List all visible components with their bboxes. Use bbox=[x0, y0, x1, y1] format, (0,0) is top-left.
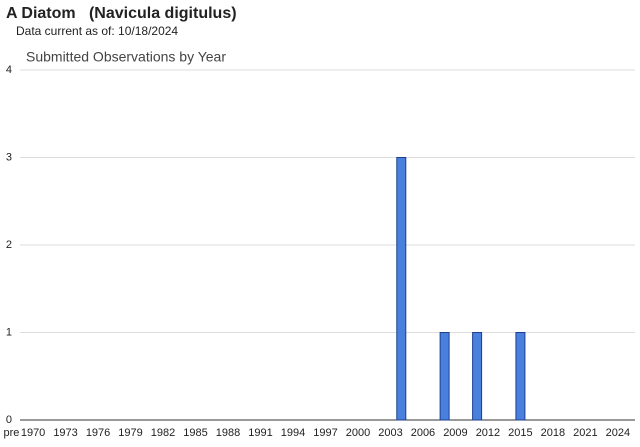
x-tick-label: 2024 bbox=[606, 427, 630, 439]
y-tick-label: 3 bbox=[6, 151, 12, 163]
x-tick-label: 2000 bbox=[346, 427, 370, 439]
bar bbox=[472, 332, 483, 421]
x-tick-label: 2021 bbox=[573, 427, 597, 439]
x-tick-label: 2006 bbox=[411, 427, 435, 439]
x-tick-label: 1970 bbox=[21, 427, 45, 439]
x-tick-label: 2003 bbox=[378, 427, 402, 439]
bar bbox=[515, 332, 526, 421]
x-tick-label: 1997 bbox=[313, 427, 337, 439]
x-tick-label: 1973 bbox=[53, 427, 77, 439]
y-tick-label: 4 bbox=[6, 64, 12, 76]
y-tick-label: 0 bbox=[6, 414, 12, 426]
x-tick-label: 2015 bbox=[508, 427, 532, 439]
x-tick-label: pre bbox=[3, 427, 19, 439]
bar bbox=[439, 332, 450, 421]
x-tick-label: 1991 bbox=[248, 427, 272, 439]
y-tick-label: 1 bbox=[6, 326, 12, 338]
chart-title: Submitted Observations by Year bbox=[26, 49, 226, 65]
page-title: A Diatom (Navicula digitulus) bbox=[6, 5, 237, 22]
x-tick-label: 2009 bbox=[443, 427, 467, 439]
x-tick-label: 1979 bbox=[118, 427, 142, 439]
x-tick-label: 1988 bbox=[216, 427, 240, 439]
x-tick-label: 1982 bbox=[151, 427, 175, 439]
x-tick-label: 2018 bbox=[541, 427, 565, 439]
bar bbox=[396, 157, 407, 421]
x-tick-label: 1976 bbox=[86, 427, 110, 439]
subtitle: Data current as of: 10/18/2024 bbox=[16, 24, 178, 38]
x-tick-label: 2012 bbox=[476, 427, 500, 439]
y-tick-label: 2 bbox=[6, 239, 12, 251]
x-tick-label: 1994 bbox=[281, 427, 305, 439]
x-tick-label: 1985 bbox=[183, 427, 207, 439]
